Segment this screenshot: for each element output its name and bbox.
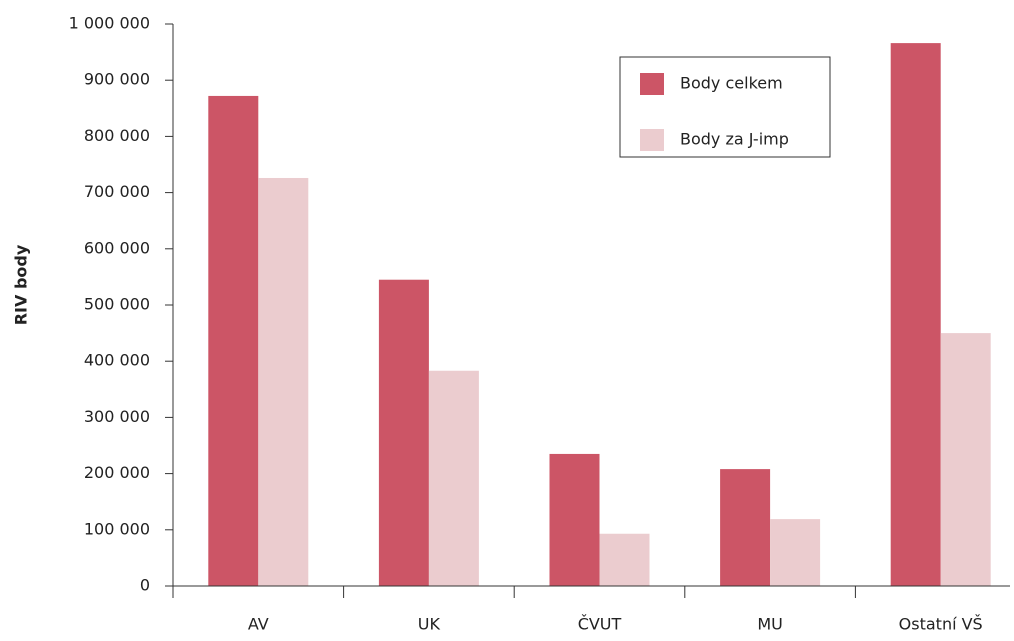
y-tick-label: 1 000 000 [69, 14, 150, 33]
y-tick-label: 300 000 [84, 407, 150, 426]
bar [770, 519, 821, 586]
bar [940, 333, 991, 586]
legend-swatch [640, 129, 664, 151]
y-tick-label: 700 000 [84, 182, 150, 201]
legend-label: Body celkem [680, 74, 783, 93]
y-tick-label: 400 000 [84, 351, 150, 370]
x-tick-label: MU [757, 615, 783, 634]
y-axis-label: RIV body [12, 244, 31, 325]
legend-label: Body za J-imp [680, 130, 789, 149]
x-tick-label: AV [248, 615, 269, 634]
y-tick-label: 100 000 [84, 519, 150, 538]
bar [890, 43, 941, 586]
bar [720, 469, 771, 586]
y-tick-label: 200 000 [84, 463, 150, 482]
y-tick-label: 500 000 [84, 295, 150, 314]
y-tick-label: 900 000 [84, 70, 150, 89]
bar [428, 370, 479, 586]
x-tick-label: UK [418, 615, 441, 634]
y-tick-label: 800 000 [84, 126, 150, 145]
bar [208, 95, 259, 586]
bar [599, 533, 650, 586]
x-tick-label: Ostatní VŠ [899, 615, 983, 634]
bar [549, 453, 600, 586]
bar [378, 279, 429, 586]
bar [258, 177, 309, 586]
x-tick-label: ČVUT [578, 615, 622, 634]
y-tick-label: 600 000 [84, 238, 150, 257]
y-tick-label: 0 [140, 576, 150, 595]
legend-swatch [640, 73, 664, 95]
